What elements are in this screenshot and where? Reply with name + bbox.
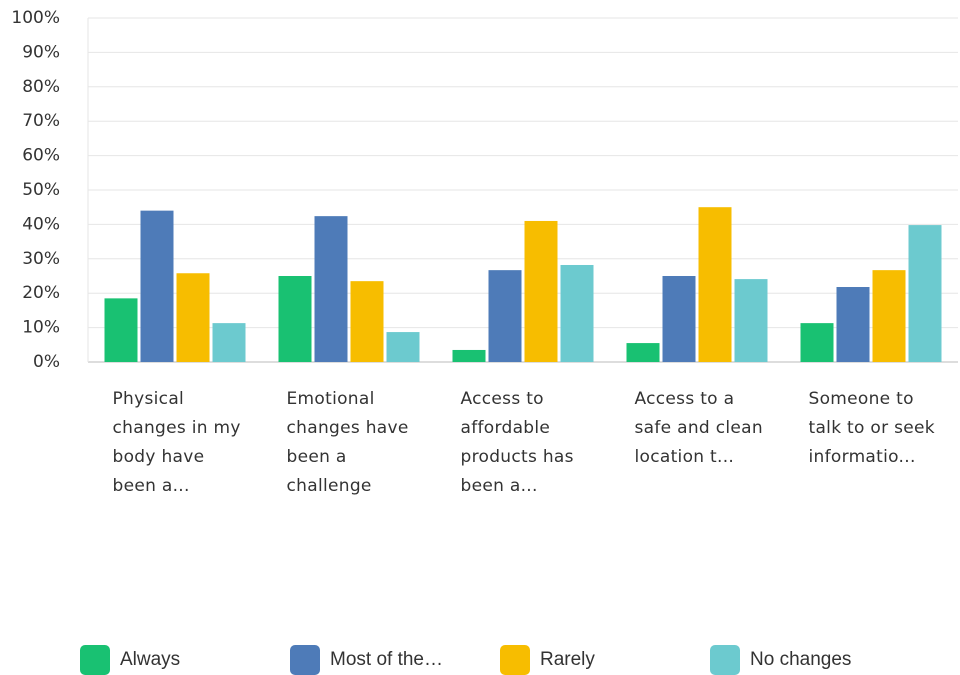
bar (278, 276, 312, 362)
legend-item: Always (80, 645, 180, 675)
x-tick-label: Access to a safe and clean location t... (634, 389, 763, 467)
bar (872, 270, 906, 362)
bar (386, 332, 420, 362)
legend-item: No changes (710, 645, 851, 675)
bar (524, 220, 558, 362)
y-tick-label: 90% (22, 42, 60, 62)
bar (662, 276, 696, 362)
y-tick-label: 0% (33, 352, 60, 372)
bar (212, 323, 246, 362)
legend-item: Rarely (500, 645, 595, 675)
legend-label: Most of the… (330, 649, 443, 670)
legend-label: No changes (750, 649, 852, 670)
bar (452, 349, 486, 362)
legend-swatch (500, 645, 530, 675)
x-tick-label: Emotional changes have been a challenge (286, 389, 409, 496)
bar (836, 287, 870, 362)
y-tick-label: 10% (22, 318, 60, 338)
x-tick-label: Someone to talk to or seek informatio... (808, 389, 935, 467)
legend-item: Most of the… (290, 645, 443, 675)
bar (908, 225, 942, 362)
legend-label: Always (120, 649, 181, 670)
legend-swatch (80, 645, 110, 675)
y-tick-label: 30% (22, 249, 60, 269)
legend-swatch (290, 645, 320, 675)
y-tick-label: 20% (22, 283, 60, 303)
y-tick-label: 40% (22, 214, 60, 234)
bar (140, 210, 174, 362)
legend-swatch (710, 645, 740, 675)
bar (800, 323, 834, 362)
y-tick-label: 100% (11, 8, 60, 28)
bar (626, 343, 660, 362)
y-tick-label: 80% (22, 77, 60, 97)
bar (698, 207, 732, 362)
y-tick-label: 70% (22, 111, 60, 131)
bar (176, 273, 210, 362)
legend-label: Rarely (540, 649, 595, 670)
y-tick-label: 60% (22, 146, 60, 166)
bar (314, 216, 348, 362)
bar (560, 264, 594, 362)
bar (488, 270, 522, 362)
x-tick-label: Access to affordable products has been a… (460, 389, 574, 496)
x-tick-label: Physical changes in my body have been a.… (112, 389, 241, 496)
bar (734, 279, 768, 362)
y-tick-label: 50% (22, 180, 60, 200)
bar (350, 281, 384, 362)
bar (104, 298, 138, 362)
